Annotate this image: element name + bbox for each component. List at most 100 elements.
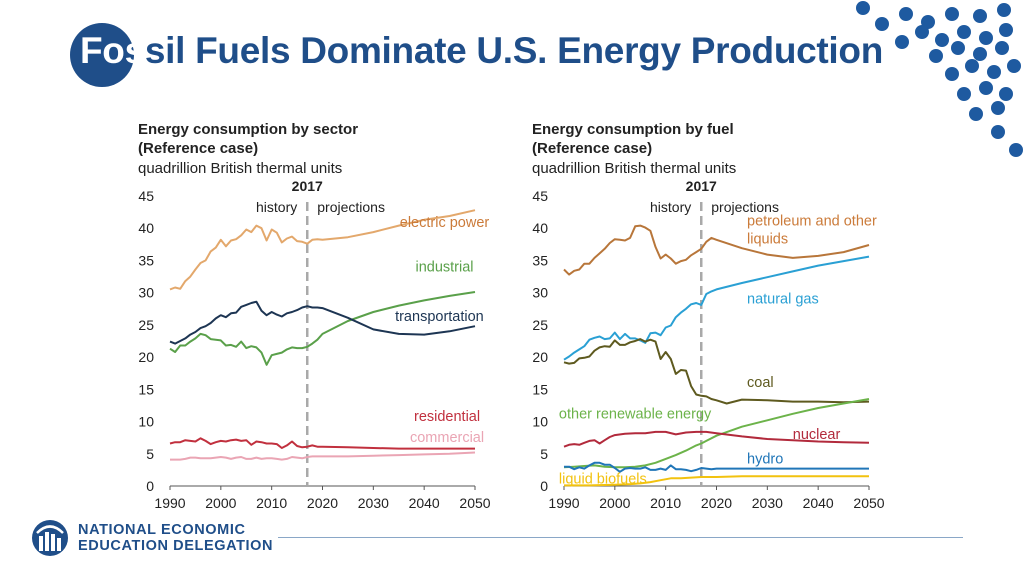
need-logo-icon	[32, 520, 68, 556]
series-label: other renewable energy	[559, 406, 712, 422]
sector-chart-plot: 0 5 10 15 20 25 30 35 40 45 1990 2000 2010 2020 2030 20…	[138, 178, 490, 511]
decor-dot	[973, 9, 987, 23]
decor-dot	[1007, 59, 1021, 73]
decor-dot	[856, 1, 870, 15]
y-tick-label: 0	[540, 478, 548, 494]
fuel-chart: Energy consumption by fuel (Reference ca…	[522, 118, 902, 518]
decor-dot	[1009, 143, 1023, 157]
projections-label: projections	[317, 199, 385, 215]
series-label: electric power	[400, 215, 490, 231]
chart-title-line1: Energy consumption by sector	[138, 121, 359, 138]
y-tick-label: 35	[532, 252, 548, 268]
footer-org-name: NATIONAL ECONOMIC EDUCATION DELEGATION	[78, 522, 273, 554]
decor-dot	[875, 17, 889, 31]
series-line-industrial	[169, 291, 476, 366]
y-tick-label: 25	[138, 317, 154, 333]
series-line-other-renewable-energy	[563, 398, 870, 469]
series-line-coal	[563, 338, 870, 405]
series-line-residential	[169, 437, 475, 450]
y-tick-label: 0	[146, 478, 154, 494]
x-tick-label: 2020	[701, 495, 732, 511]
x-tick-label: 2030	[358, 495, 389, 511]
y-tick-label: 20	[138, 349, 154, 365]
x-tick-label: 1990	[154, 495, 185, 511]
series-line-transportation	[169, 300, 476, 345]
chart-units: quadrillion British thermal units	[532, 160, 737, 177]
decor-dot	[973, 47, 987, 61]
decor-dot	[995, 41, 1009, 55]
footer-line1: NATIONAL ECONOMIC	[78, 522, 246, 538]
decor-dot	[979, 81, 993, 95]
decor-dot	[951, 41, 965, 55]
decor-dot	[929, 49, 943, 63]
y-tick-label: 35	[138, 252, 154, 268]
decor-dot	[935, 33, 949, 47]
y-tick-label: 10	[532, 414, 548, 430]
decor-dot	[965, 59, 979, 73]
series-label: liquids	[747, 232, 788, 248]
x-tick-label: 2010	[256, 495, 287, 511]
y-tick-label: 30	[138, 285, 154, 301]
x-tick-label: 2020	[307, 495, 338, 511]
decor-dot	[991, 101, 1005, 115]
decor-dot	[957, 25, 971, 39]
footer-line2: EDUCATION DELEGATION	[78, 538, 274, 554]
decor-dot	[979, 31, 993, 45]
decor-dot	[969, 107, 983, 121]
page-title: Fossil Fuels Dominate U.S. Energy Produc…	[80, 30, 883, 72]
series-line-hydro	[564, 461, 869, 473]
x-tick-label: 2040	[409, 495, 440, 511]
decor-dot	[999, 87, 1013, 101]
y-tick-label: 15	[138, 381, 154, 397]
y-tick-label: 45	[138, 188, 154, 204]
series-line-commercial	[170, 451, 476, 461]
chart-title-line1: Energy consumption by fuel	[532, 121, 734, 138]
y-tick-label: 45	[532, 188, 548, 204]
x-tick-label: 2030	[752, 495, 783, 511]
y-tick-label: 40	[138, 220, 154, 236]
series-label: petroleum and other	[747, 214, 877, 230]
fuel-chart-plot: 0 5 10 15 20 25 30 35 40 45 1990 2000 2010 2020 2030 20…	[532, 178, 884, 511]
sector-chart: Energy consumption by sector (Reference …	[128, 118, 508, 518]
series-label: industrial	[415, 259, 473, 275]
series-line-nuclear	[563, 430, 870, 448]
y-tick-label: 25	[532, 317, 548, 333]
title-rest: sil Fuels Dominate U.S. Energy Productio…	[144, 30, 883, 71]
y-tick-label: 30	[532, 285, 548, 301]
decor-dot	[945, 67, 959, 81]
series-label: natural gas	[747, 292, 819, 308]
projections-label: projections	[711, 199, 779, 215]
title-highlight: Fos	[80, 30, 145, 71]
y-tick-label: 5	[540, 446, 548, 462]
chart-title-line2: (Reference case)	[532, 140, 653, 157]
series-label: nuclear	[793, 427, 841, 443]
chart-units: quadrillion British thermal units	[138, 160, 343, 177]
series-label: residential	[414, 409, 480, 425]
x-tick-label: 2040	[803, 495, 834, 511]
chart-title: Energy consumption by fuel (Reference ca…	[532, 120, 734, 158]
series-label: coal	[747, 375, 774, 391]
y-tick-label: 20	[532, 349, 548, 365]
footer-divider	[278, 537, 963, 538]
series-line-electric-power	[169, 209, 476, 291]
decor-dot	[945, 7, 959, 21]
x-tick-label: 2000	[599, 495, 630, 511]
decor-dot	[999, 23, 1013, 37]
decor-dot	[987, 65, 1001, 79]
decor-dot	[915, 25, 929, 39]
y-tick-label: 5	[146, 446, 154, 462]
history-label: history	[256, 199, 297, 215]
decorative-dots	[856, 1, 1023, 157]
series-line-petroleum-and-other-liquids	[563, 224, 870, 276]
history-label: history	[650, 199, 691, 215]
title-circle	[70, 23, 134, 87]
series-label: transportation	[395, 309, 484, 325]
decor-dot	[895, 35, 909, 49]
y-tick-label: 40	[532, 220, 548, 236]
decor-dot	[997, 3, 1011, 17]
decor-dot	[899, 7, 913, 21]
y-tick-label: 10	[138, 414, 154, 430]
x-tick-label: 1990	[548, 495, 579, 511]
chart-title-line2: (Reference case)	[138, 140, 259, 157]
y-tick-label: 15	[532, 381, 548, 397]
